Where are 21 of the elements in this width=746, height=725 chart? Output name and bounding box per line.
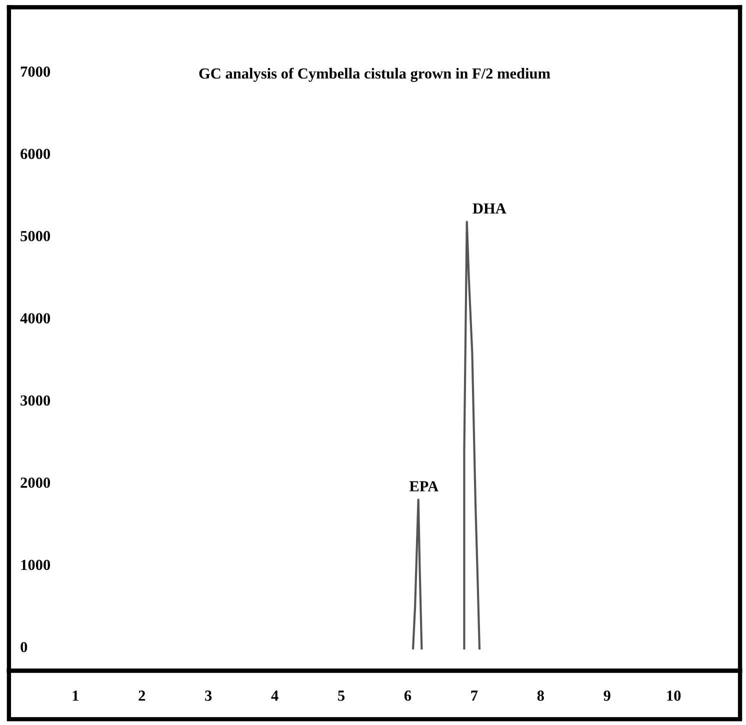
annotation: EPA bbox=[409, 481, 439, 492]
x-tick-label: 9 bbox=[604, 690, 610, 701]
y-tick-label: 0 bbox=[20, 642, 28, 652]
x-tick-label: 8 bbox=[537, 690, 544, 701]
y-tick-label: 4000 bbox=[20, 313, 50, 324]
x-tick-label: 2 bbox=[138, 690, 146, 701]
x-tick-label: 6 bbox=[404, 690, 412, 701]
y-tick-label: 7000 bbox=[20, 66, 50, 77]
x-tick-label: 1 bbox=[72, 690, 78, 701]
x-tick-label: 3 bbox=[205, 690, 212, 701]
x-tick-label: 10 bbox=[667, 690, 681, 701]
y-tick-label: 5000 bbox=[20, 230, 50, 242]
y-tick-label: 2000 bbox=[20, 478, 50, 488]
annotation: DHA bbox=[472, 203, 506, 214]
y-tick-label: 6000 bbox=[20, 148, 50, 160]
text: GC analysis of Cymbella cistula grown in F/2 medium bbox=[199, 68, 550, 82]
y-tick-label: 1000 bbox=[21, 560, 50, 570]
x-tick-label: 4 bbox=[271, 690, 278, 701]
x-tick-label: 7 bbox=[471, 690, 478, 701]
x-tick-label: 5 bbox=[338, 690, 345, 701]
y-tick-label: 3000 bbox=[20, 395, 50, 406]
